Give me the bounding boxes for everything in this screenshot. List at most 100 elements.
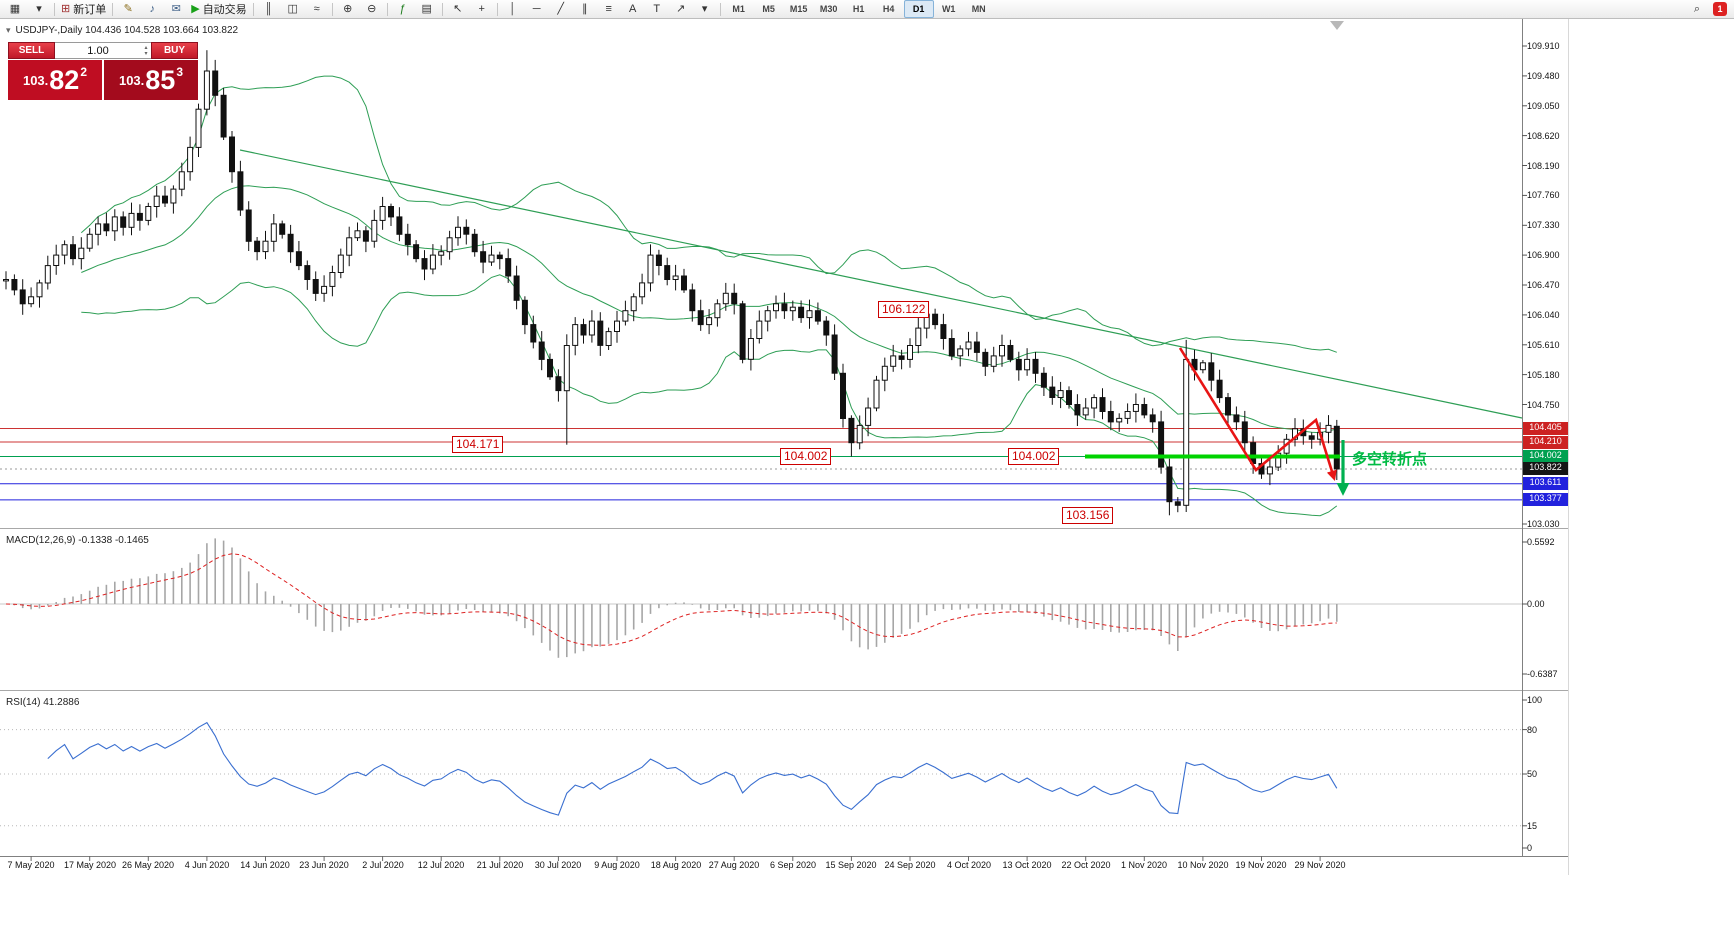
timeframe-m5[interactable]: M5 — [762, 4, 775, 14]
line-chart-type-button-icon: ≈ — [313, 3, 320, 15]
sell-price[interactable]: 103. 82 2 — [8, 60, 102, 100]
bar-chart-type-button-icon: ║ — [264, 3, 273, 15]
indicators-button-icon: ƒ — [399, 3, 406, 15]
arrows-button-icon: ↗ — [676, 3, 686, 15]
zoom-out-button-icon: ⊖ — [367, 3, 377, 15]
alerts-button[interactable]: ♪ — [140, 0, 164, 18]
one-click-trading-panel: SELL 1.00 ▴ ▾ BUY 103. 82 2 103. 85 3 — [8, 42, 198, 100]
profiles-dropdown-icon: ▾ — [36, 3, 42, 15]
mailbox-button-icon: ✉ — [171, 3, 181, 15]
search-button[interactable]: ⌕ — [1685, 0, 1709, 18]
zoom-in-button[interactable]: ⊕ — [336, 0, 360, 18]
cursor-button-icon: ↖ — [453, 3, 463, 15]
toolbar-separator — [719, 2, 721, 16]
trade-panel-controls: SELL 1.00 ▴ ▾ BUY — [8, 42, 198, 59]
fibonacci-button-icon: ≡ — [605, 3, 612, 15]
sell-price-prefix: 103. — [22, 72, 49, 88]
new-chart-button-icon: ▦ — [9, 3, 21, 15]
channel-button-icon: ∥ — [581, 3, 588, 15]
notification-badge[interactable]: 1 — [1713, 2, 1727, 16]
tile-windows-button-icon: ▤ — [421, 3, 432, 15]
buy-button[interactable]: BUY — [151, 42, 198, 59]
price-annotation-2[interactable]: 104.002 — [780, 448, 832, 465]
horizontal-line-button-icon: ─ — [532, 3, 541, 15]
cursor-button[interactable]: ↖ — [446, 0, 470, 18]
crosshair-button[interactable]: + — [470, 0, 494, 18]
toolbar-separator — [441, 2, 443, 16]
channel-button[interactable]: ∥ — [573, 0, 597, 18]
timeframe-m15[interactable]: M15 — [789, 4, 808, 14]
one-click-collapse-icon[interactable]: ▾ — [6, 25, 11, 35]
zoom-out-button[interactable]: ⊖ — [360, 0, 384, 18]
toolbar-separator — [386, 2, 388, 16]
volume-decrease-icon[interactable]: ▾ — [144, 50, 148, 57]
toolbar-separator — [496, 2, 498, 16]
timeframe-m1[interactable]: M1 — [732, 4, 745, 14]
chart-legend: ▾ USDJPY-,Daily 104.436 104.528 103.664 1… — [6, 25, 238, 36]
timeframe-h1[interactable]: H1 — [852, 4, 865, 14]
vertical-line-button-icon: │ — [509, 3, 517, 15]
timeframe-d1[interactable]: D1 — [903, 0, 934, 18]
volume-field[interactable]: 1.00 ▴ ▾ — [55, 42, 151, 59]
toolbar-separator — [54, 2, 55, 16]
crosshair-button-icon: + — [478, 3, 485, 15]
candlestick-type-button-icon: ◫ — [287, 3, 298, 15]
sell-button[interactable]: SELL — [8, 42, 55, 59]
price-annotation-0[interactable]: 106.122 — [878, 301, 930, 318]
timeframe-mn[interactable]: MN — [971, 4, 986, 14]
alerts-button-icon: ♪ — [149, 3, 155, 15]
metaeditor-button[interactable]: ✎ — [116, 0, 140, 18]
zoom-in-button-icon: ⊕ — [343, 3, 353, 15]
rsi-legend: RSI(14) 41.2886 — [6, 697, 80, 708]
price-annotation-3[interactable]: 104.002 — [1008, 448, 1060, 465]
price-annotation-1[interactable]: 104.171 — [452, 436, 504, 453]
label-button-icon: T — [653, 3, 661, 15]
timeframe-w1[interactable]: W1 — [941, 4, 956, 14]
sell-price-big: 82 — [49, 64, 80, 95]
arrows-dropdown[interactable]: ▾ — [693, 0, 717, 18]
new-order-button[interactable]: ⊞ 新订单 — [61, 3, 107, 16]
toolbar-separator — [112, 2, 114, 16]
timeframe-h4[interactable]: H4 — [882, 4, 895, 14]
symbol-ohlc-text: USDJPY-,Daily 104.436 104.528 103.664 10… — [15, 25, 239, 36]
new-order-button-icon: ⊞ — [61, 3, 71, 15]
metaeditor-button-icon: ✎ — [123, 3, 133, 15]
volume-spinner[interactable]: ▴ ▾ — [141, 45, 151, 57]
toolbar-separator — [252, 2, 254, 16]
volume-increase-icon[interactable]: ▴ — [144, 44, 148, 51]
buy-price-pip: 3 — [176, 65, 184, 79]
arrows-button[interactable]: ↗ — [669, 0, 693, 18]
search-button-icon: ⌕ — [1693, 3, 1701, 15]
autotrading-button[interactable]: ▶ 自动交易 — [191, 3, 247, 16]
candlestick-type-button[interactable]: ◫ — [281, 0, 305, 18]
line-chart-type-button[interactable]: ≈ — [305, 0, 329, 18]
timeframe-m30[interactable]: M30 — [819, 4, 838, 14]
trendline-button[interactable]: ╱ — [549, 0, 573, 18]
new-chart-button[interactable]: ▦ — [3, 0, 27, 18]
text-button-icon: A — [629, 3, 637, 15]
bar-chart-type-button[interactable]: ║ — [257, 0, 281, 18]
fibonacci-button[interactable]: ≡ — [597, 0, 621, 18]
trendline-button-icon: ╱ — [557, 3, 564, 15]
autotrading-button-icon: ▶ — [191, 3, 200, 15]
label-button[interactable]: T — [645, 0, 669, 18]
price-annotation-4[interactable]: 103.156 — [1062, 507, 1114, 524]
horizontal-line-button[interactable]: ─ — [525, 0, 549, 18]
text-button[interactable]: A — [621, 0, 645, 18]
buy-price-prefix: 103. — [118, 72, 145, 88]
buy-price[interactable]: 103. 85 3 — [104, 60, 198, 100]
volume-value[interactable]: 1.00 — [87, 44, 109, 57]
mailbox-button[interactable]: ✉ — [164, 0, 188, 18]
profiles-dropdown[interactable]: ▾ — [27, 0, 51, 18]
arrows-dropdown-icon: ▾ — [701, 3, 708, 15]
vertical-line-button[interactable]: │ — [501, 0, 525, 18]
indicators-button[interactable]: ƒ — [391, 0, 415, 18]
trade-panel-prices: 103. 82 2 103. 85 3 — [8, 60, 198, 100]
toolbar-separator — [331, 2, 333, 16]
tile-windows-button[interactable]: ▤ — [415, 0, 439, 18]
buy-price-big: 85 — [145, 64, 176, 95]
main-toolbar: ▦ ▾ ⊞ 新订单 ✎ ♪ ✉ ▶ 自动交易 ║ ◫ ≈ ⊕ ⊖ ƒ ▤ ↖ + │ ─ ╱ ∥ ≡ A T ↗ ▾ M1 M5 M15 M… — [0, 0, 1734, 19]
macd-legend: MACD(12,26,9) -0.1338 -0.1465 — [6, 535, 149, 546]
